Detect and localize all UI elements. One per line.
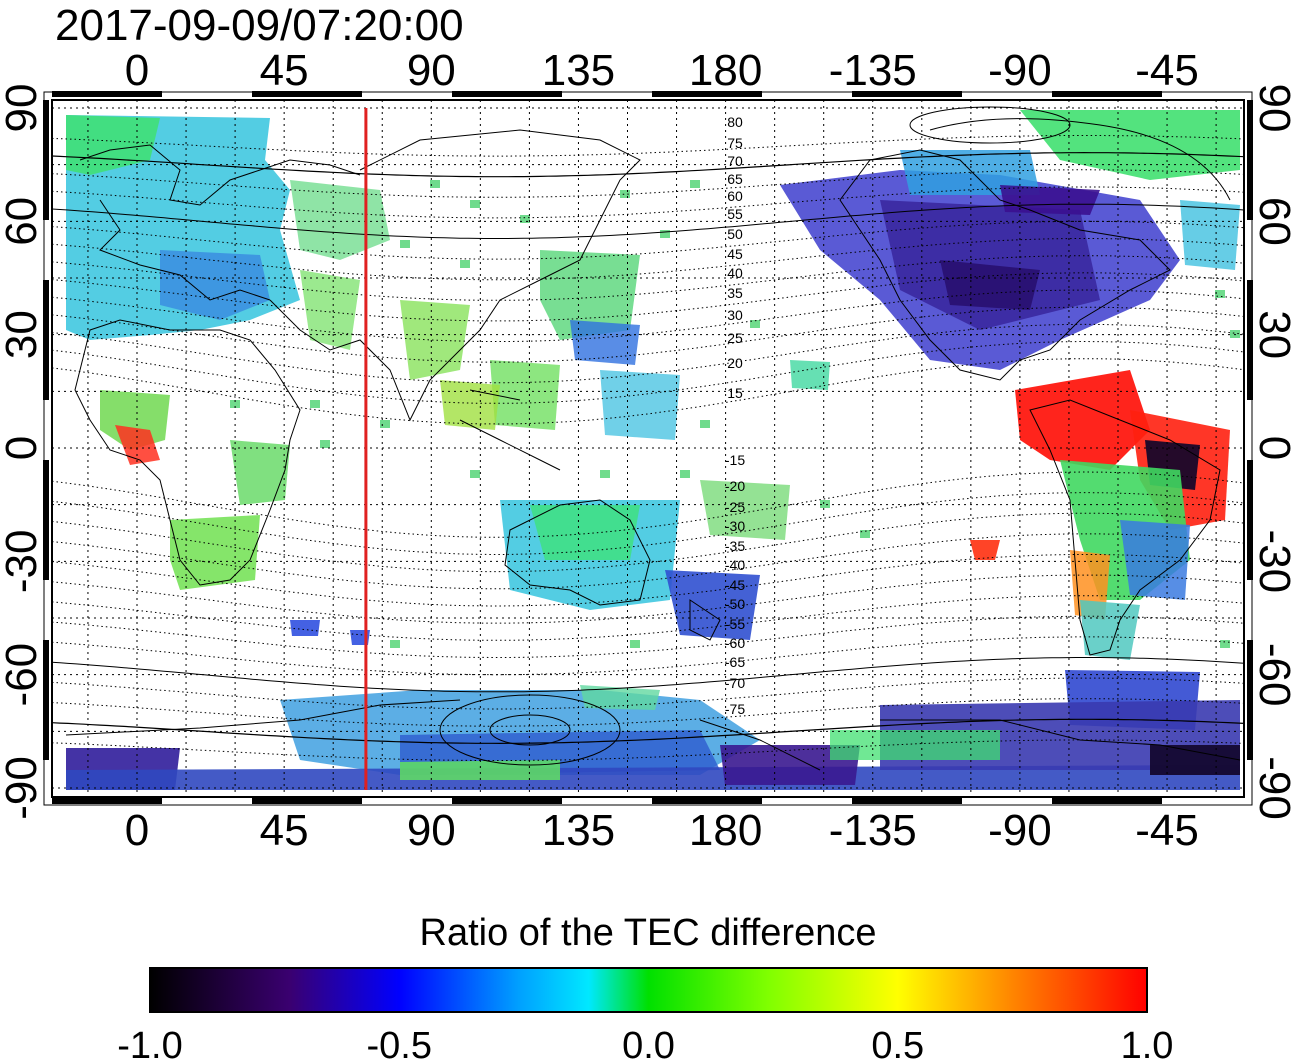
magnetic-latitude-contour [52,698,1244,727]
colorbar-tick-labels: -1.0 -0.5 0.0 0.5 1.0 [117,1025,1173,1064]
x-tick-label-bottom: 90 [407,806,456,855]
y-tick-label-right: 60 [1250,197,1296,246]
x-tick-label-top: -45 [1135,46,1199,95]
y-tick-label-left: -30 [0,530,46,594]
magnetic-latitude-label: -35 [725,538,745,554]
magnetic-latitude-contour [52,151,1244,178]
magnetic-latitude-contour [52,169,1244,198]
magnetic-latitude-label: -20 [725,478,745,494]
x-tick-label-bottom: 0 [125,806,149,855]
y-tick-label-right: -60 [1250,643,1296,707]
magnetic-latitude-label: -45 [725,577,745,593]
magnetic-latitude-label: -55 [725,616,745,632]
magnetic-latitude-label: 75 [727,135,743,151]
y-tick-label-right: 90 [1250,84,1296,133]
y-tick-labels-right: 90 60 30 0 -30 -60 -90 [1250,84,1296,820]
x-tick-labels-bottom: 0 45 90 135 180 -135 -90 -45 [125,806,1199,855]
map-grid [52,100,1244,797]
magnetic-latitude-label: 50 [727,226,743,242]
x-tick-label-bottom: -135 [829,806,917,855]
colorbar-tick-label: 0.5 [871,1025,924,1064]
magnetic-latitude-label: 40 [727,265,743,281]
magnetic-latitude-label: -75 [725,701,745,717]
x-tick-labels-top: 0 45 90 135 180 -135 -90 -45 [125,46,1199,95]
magnetic-latitude-contour [52,306,1244,363]
magnetic-latitude-label: 35 [727,285,743,301]
magnetic-latitude-contour [52,512,1244,573]
y-tick-label-left: 30 [0,310,46,359]
y-tick-label-left: 60 [0,197,46,246]
magnetic-latitude-label: 80 [727,114,743,130]
magnetic-latitude-contour [52,615,1244,658]
magnetic-latitude-label: 20 [727,355,743,371]
magnetic-latitude-contour [52,739,1244,761]
x-tick-label-top: -135 [829,46,917,95]
magnetic-latitude-label: -50 [725,596,745,612]
magnetic-latitude-label: -40 [725,557,745,573]
magnetic-latitude-label: 60 [727,188,743,204]
x-tick-label-top: -90 [988,46,1052,95]
magnetic-latitude-contour [52,186,1244,219]
x-tick-label-top: 90 [407,46,456,95]
magnetic-latitude-label: 30 [727,307,743,323]
magnetic-latitude-contour [52,677,1244,710]
magnetic-latitude-label: 65 [727,171,743,187]
y-tick-label-right: 0 [1250,436,1296,460]
map-title: 2017-09-09/07:20:00 [55,1,464,50]
magnetic-latitude-label: -65 [725,654,745,670]
magnetic-latitude-label: 15 [727,385,743,401]
colorbar-tick-label: -1.0 [117,1025,182,1064]
map-frame [51,99,1245,798]
magnetic-latitude-contour [52,323,1244,384]
magnetic-latitude-label: -15 [725,452,745,468]
x-tick-label-bottom: 180 [689,806,762,855]
colorbar-tick-label: 1.0 [1121,1025,1174,1064]
magnetic-latitude-label: 55 [727,206,743,222]
x-tick-label-bottom: 135 [542,806,615,855]
magnetic-latitude-contour [52,203,1244,239]
magnetic-latitude-contour [52,135,1244,157]
coastlines [65,106,1241,771]
magnetic-latitude-label: -30 [725,518,745,534]
y-tick-label-left: 0 [0,436,46,460]
magnetic-latitude-contour [52,533,1244,590]
magnetic-latitude-contour [52,657,1244,693]
x-tick-label-top: 180 [689,46,762,95]
magnetic-latitude-label: 70 [727,153,743,169]
map-outer-frame [43,91,1253,806]
y-tick-label-right: 30 [1250,310,1296,359]
x-tick-label-top: 45 [260,46,309,95]
x-tick-label-bottom: -45 [1135,806,1199,855]
colorbar [149,967,1148,1013]
y-tick-label-left: -90 [0,756,46,820]
magnetic-latitude-label: -70 [725,675,745,691]
magnetic-latitude-contour [52,636,1244,676]
x-tick-label-bottom: 45 [260,806,309,855]
y-tick-label-left: 90 [0,84,46,133]
colorbar-tick-label: -0.5 [367,1025,432,1064]
y-tick-label-right: -30 [1250,530,1296,594]
magnetic-latitude-label: -60 [725,635,745,651]
colorbar-tick-label: 0.0 [622,1025,675,1064]
magnetic-latitude-contour [52,554,1244,607]
x-tick-label-bottom: -90 [988,806,1052,855]
magnetic-latitude-label: -25 [725,499,745,515]
x-tick-label-top: 0 [125,46,149,95]
colorbar-title: Ratio of the TEC difference [420,912,877,954]
magnetic-latitude-contour [52,718,1244,745]
y-tick-label-left: -60 [0,643,46,707]
y-tick-labels-left: 90 60 30 0 -30 -60 -90 [0,84,46,820]
magnetic-latitude-label: 25 [727,330,743,346]
y-tick-label-right: -90 [1250,756,1296,820]
magnetic-latitude-contour [52,289,1244,342]
magnetic-latitude-label: 45 [727,246,743,262]
tec-data-patches [66,110,1240,790]
x-tick-label-top: 135 [542,46,615,95]
